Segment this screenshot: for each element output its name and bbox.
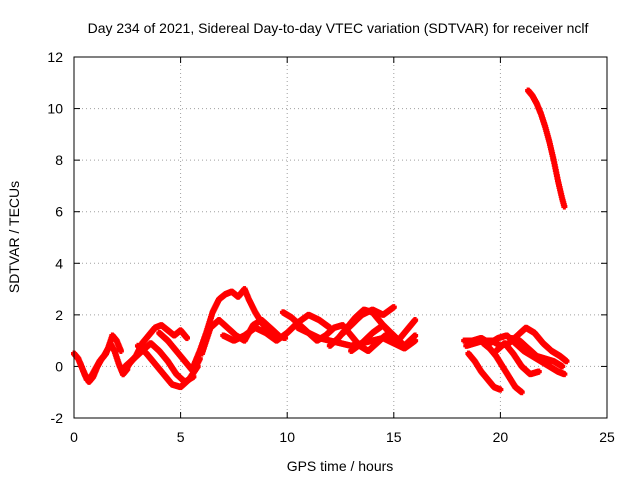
series-arc-8 — [198, 317, 282, 357]
x-tick-label: 10 — [279, 429, 295, 445]
tick-layer: 0 5 10 15 20 25 -2 0 2 4 6 8 10 12 — [47, 49, 615, 445]
data-point — [520, 389, 524, 396]
data-point — [564, 358, 568, 365]
data-points — [71, 87, 570, 396]
series-arc-14 — [348, 322, 419, 354]
y-tick-label: 2 — [55, 307, 63, 323]
data-point — [413, 337, 417, 344]
grid-layer — [74, 57, 607, 418]
data-point — [392, 304, 396, 311]
y-tick-label: 4 — [55, 255, 63, 271]
series-arc-9 — [220, 311, 333, 344]
series-arc-13 — [337, 304, 397, 339]
data-point — [185, 335, 189, 342]
y-tick-label: 8 — [55, 152, 63, 168]
series-arc-18 — [480, 340, 525, 396]
x-tick-label: 15 — [386, 429, 402, 445]
data-point — [119, 347, 123, 354]
chart-title: Day 234 of 2021, Sidereal Day-to-day VTE… — [88, 20, 589, 36]
x-tick-label: 5 — [177, 429, 185, 445]
x-tick-label: 25 — [599, 429, 615, 445]
y-tick-label: 6 — [55, 204, 63, 220]
data-point — [413, 317, 417, 324]
series-arc-6 — [156, 329, 203, 375]
series-arc-17 — [465, 350, 504, 393]
data-point — [498, 386, 502, 393]
series-arc-19 — [493, 340, 542, 378]
y-tick-label: 0 — [55, 358, 63, 374]
y-tick-label: 12 — [47, 49, 63, 65]
data-point — [562, 371, 566, 378]
y-tick-label: 10 — [47, 101, 63, 117]
x-tick-label: 20 — [493, 429, 509, 445]
x-tick-label: 0 — [70, 429, 78, 445]
y-tick-label: -2 — [51, 410, 64, 426]
data-point — [413, 332, 417, 339]
